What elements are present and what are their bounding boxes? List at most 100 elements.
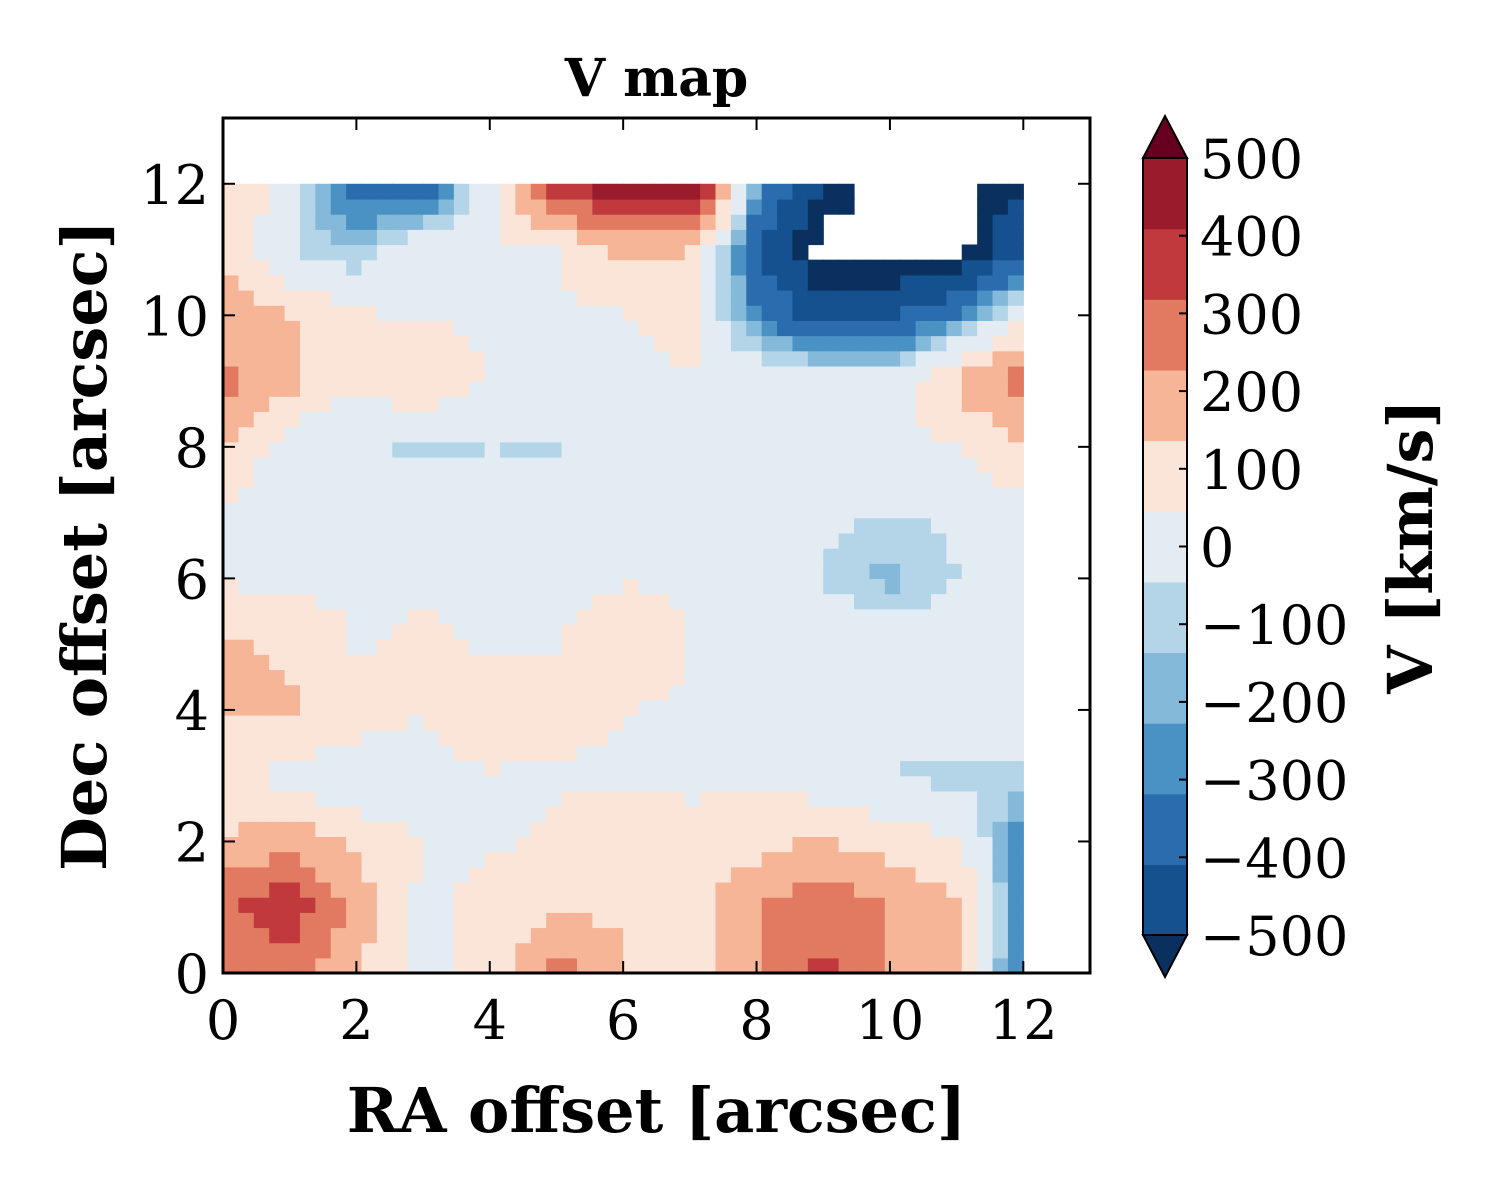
contour-cell	[423, 274, 440, 291]
contour-cell	[884, 760, 901, 777]
contour-cell	[669, 654, 686, 671]
contour-cell	[623, 623, 640, 640]
contour-cell	[407, 881, 424, 898]
contour-cell	[530, 563, 547, 579]
contour-cell	[453, 487, 470, 504]
contour-cell	[807, 441, 824, 458]
contour-cell	[253, 760, 270, 777]
contour-cell	[315, 305, 332, 321]
contour-cell	[361, 381, 378, 397]
contour-cell	[346, 320, 363, 337]
contour-cell	[930, 411, 947, 428]
contour-cell	[869, 639, 886, 655]
contour-cell	[730, 502, 747, 519]
contour-cell	[869, 623, 886, 640]
contour-cell	[530, 790, 547, 807]
contour-cell	[992, 563, 1009, 579]
contour-cell	[284, 957, 301, 974]
contour-cell	[977, 821, 994, 837]
contour-cell	[869, 411, 886, 428]
contour-cell	[700, 198, 717, 215]
contour-cell	[884, 639, 901, 655]
contour-cell	[607, 881, 624, 898]
contour-cell	[792, 487, 809, 504]
contour-cell	[299, 684, 316, 701]
contour-cell	[838, 623, 855, 640]
contour-cell	[453, 320, 470, 337]
contour-cell	[392, 365, 409, 382]
contour-cell	[823, 942, 840, 959]
x-tick-label: 0	[206, 989, 240, 1052]
contour-cell	[453, 745, 470, 762]
contour-cell	[592, 927, 609, 944]
contour-cell	[607, 714, 624, 731]
contour-cell	[623, 426, 640, 443]
contour-cell	[515, 957, 532, 974]
contour-cell	[376, 714, 393, 731]
contour-cell	[315, 745, 332, 762]
contour-cell	[592, 623, 609, 640]
contour-cell	[623, 608, 640, 625]
contour-cell	[838, 274, 855, 291]
contour-cell	[361, 502, 378, 519]
contour-cell	[900, 639, 917, 655]
contour-cell	[777, 745, 794, 762]
contour-cell	[792, 259, 809, 276]
contour-cell	[315, 714, 332, 731]
contour-cell	[469, 198, 486, 215]
contour-cell	[500, 502, 517, 519]
contour-cell	[715, 714, 732, 731]
contour-cell	[715, 821, 732, 837]
contour-cell	[930, 639, 947, 655]
contour-cell	[361, 441, 378, 458]
contour-cell	[838, 578, 855, 595]
contour-cell	[238, 350, 255, 367]
contour-cell	[438, 593, 455, 610]
contour-cell	[915, 593, 932, 610]
contour-cell	[715, 836, 732, 853]
contour-cell	[376, 957, 393, 974]
contour-cell	[700, 350, 717, 367]
contour-cell	[792, 623, 809, 640]
contour-cell	[838, 745, 855, 762]
contour-cell	[346, 699, 363, 716]
contour-cell	[561, 305, 578, 321]
contour-cell	[330, 350, 347, 367]
contour-cell	[807, 305, 824, 321]
contour-cell	[223, 608, 239, 625]
contour-cell	[838, 699, 855, 716]
contour-cell	[977, 396, 994, 413]
contour-cell	[500, 608, 517, 625]
contour-cell	[546, 806, 563, 822]
contour-cell	[284, 654, 301, 671]
contour-cell	[238, 684, 255, 701]
y-tick-label: 0	[175, 943, 209, 1006]
contour-cell	[515, 608, 532, 625]
contour-cell	[530, 244, 547, 261]
contour-cell	[838, 532, 855, 549]
contour-cell	[761, 836, 778, 853]
contour-cell	[284, 806, 301, 822]
contour-cell	[730, 790, 747, 807]
contour-cell	[823, 563, 840, 579]
contour-cell	[253, 957, 270, 974]
contour-cell	[700, 927, 717, 944]
contour-cell	[346, 456, 363, 473]
contour-cell	[730, 897, 747, 913]
contour-cell	[546, 472, 563, 488]
contour-cell	[423, 305, 440, 321]
contour-cell	[761, 563, 778, 579]
contour-cell	[269, 441, 286, 458]
contour-cell	[838, 365, 855, 382]
contour-cell	[376, 608, 393, 625]
contour-cell	[392, 274, 409, 291]
contour-cell	[961, 472, 978, 488]
contour-cell	[777, 927, 794, 944]
contour-cell	[469, 699, 486, 716]
contour-cell	[223, 578, 239, 595]
contour-cell	[854, 623, 870, 640]
contour-cell	[361, 183, 378, 200]
contour-cell	[376, 365, 393, 382]
contour-cell	[961, 714, 978, 731]
contour-cell	[838, 426, 855, 443]
